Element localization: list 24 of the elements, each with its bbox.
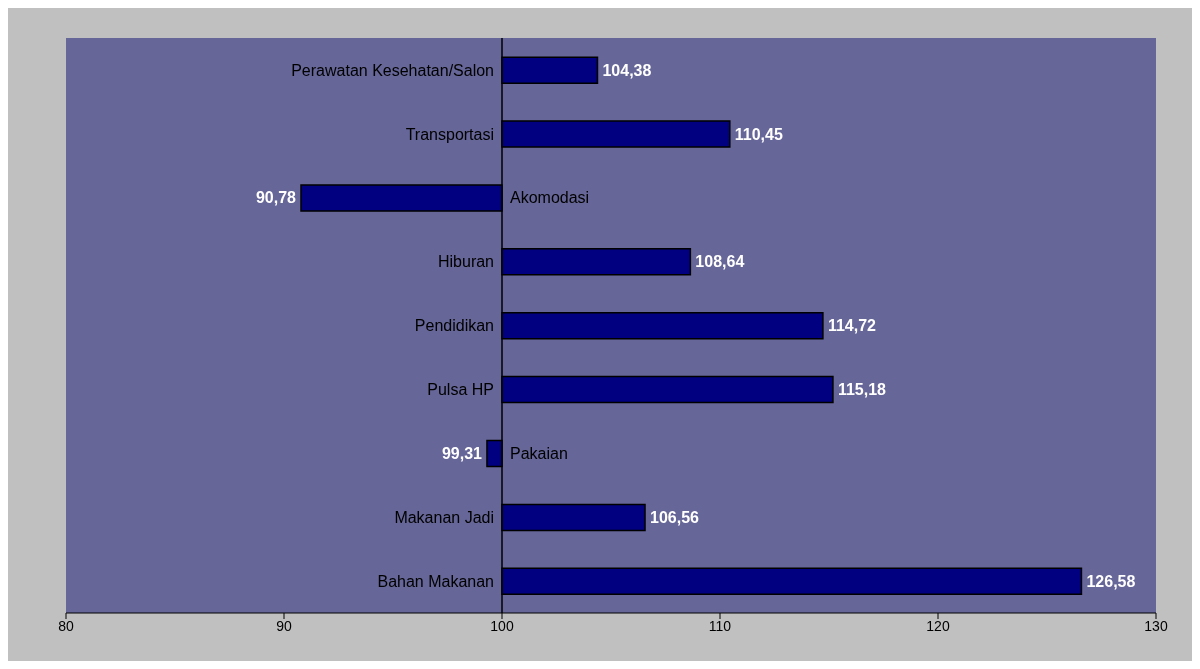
y-tick-label: Hiburan: [437, 253, 494, 271]
x-tick-label: 80: [58, 617, 74, 634]
data-label: 99,31: [441, 445, 483, 462]
y-tick-label: Transportasi: [405, 125, 494, 143]
data-label: 126,58: [1086, 572, 1136, 590]
x-tick-label: 130: [1144, 617, 1168, 634]
y-tick-label: Pendidikan: [414, 317, 494, 335]
y-tick-label: Perawatan Kesehatan/Salon: [291, 61, 494, 79]
y-tick-label: Akomodasi: [510, 189, 590, 207]
data-label: 108,64: [695, 253, 745, 271]
data-label: 114,72: [827, 317, 877, 335]
data-label: 106,56: [650, 508, 700, 526]
x-tick-label: 120: [926, 617, 950, 634]
data-label: 110,45: [734, 125, 783, 143]
data-label: 104,38: [602, 61, 652, 79]
y-tick-label: Pulsa HP: [427, 381, 494, 399]
x-tick-label: 90: [276, 617, 292, 634]
data-label: 90,78: [255, 189, 297, 207]
x-tick-label: 100: [490, 617, 514, 634]
y-tick-label: Bahan Makanan: [377, 572, 494, 590]
x-tick-label: 110: [708, 617, 732, 634]
y-tick-label: Makanan Jadi: [394, 508, 494, 526]
y-tick-label: Pakaian: [510, 445, 568, 462]
data-label: 115,18: [837, 381, 887, 399]
